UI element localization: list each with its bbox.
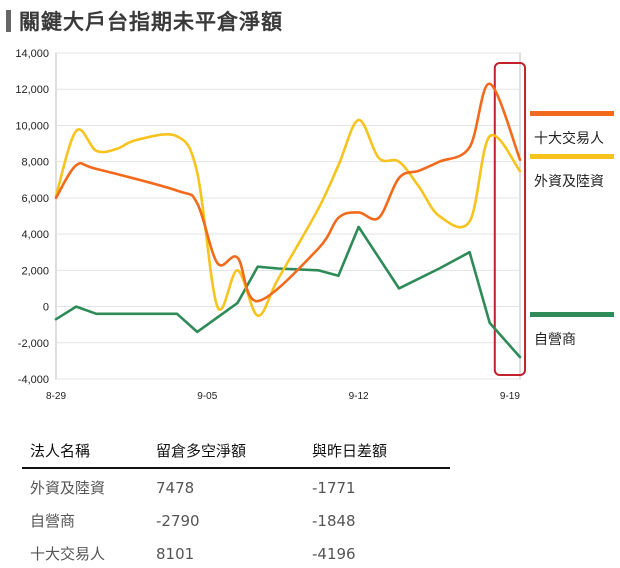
cell-institution: 自營商 <box>30 512 76 530</box>
chart-title: 關鍵大戶台指期未平倉淨額 <box>19 10 283 34</box>
legend-swatch <box>530 154 614 159</box>
y-tick-label: 14,000 <box>15 48 49 60</box>
header-net-position: 留倉多空淨額 <box>148 436 304 469</box>
x-tick-label: 8-29 <box>46 391 66 402</box>
table-row: 自營商 -2790 -1848 <box>22 502 450 535</box>
line-chart: -4,000 -2,000 0 2,000 4,000 6,000 8,000 10,000 1… <box>15 48 614 402</box>
series-lines <box>54 82 522 359</box>
cell-net-position: 8101 <box>156 544 195 563</box>
summary-table: 法人名稱 留倉多空淨額 與昨日差額 外資及陸資 7478 -1771 自營商 -… <box>22 436 450 568</box>
highlight-box <box>493 62 527 376</box>
series-line-2 <box>54 118 522 317</box>
title-accent-bar <box>6 10 11 32</box>
legend-label: 自營商 <box>534 332 576 348</box>
plot-frame <box>55 52 521 380</box>
y-tick-label: 2,000 <box>21 265 49 277</box>
y-tick-label: 8,000 <box>21 157 49 169</box>
y-tick-label: 10,000 <box>15 120 49 132</box>
y-tick-label: 4,000 <box>21 229 49 241</box>
table-row: 外資及陸資 7478 -1771 <box>22 468 450 502</box>
cell-institution: 十大交易人 <box>30 545 106 563</box>
series-line-3 <box>54 225 522 359</box>
header-institution: 法人名稱 <box>22 436 148 469</box>
axis-labels: -4,000 -2,000 0 2,000 4,000 6,000 8,000 10,000 1… <box>15 48 520 402</box>
y-tick-label: 0 <box>43 302 49 314</box>
legend-label: 十大交易人 <box>534 130 604 147</box>
highlight-layer <box>493 62 527 376</box>
y-tick-label: -2,000 <box>18 338 49 350</box>
x-tick-label: 9-12 <box>349 391 369 402</box>
cell-daily-change: -1848 <box>312 511 356 530</box>
legend-swatch <box>530 312 614 317</box>
table-row: 十大交易人 8101 -4196 <box>22 535 450 568</box>
cell-net-position: 7478 <box>156 478 195 497</box>
cell-daily-change: -4196 <box>312 544 356 563</box>
cell-institution: 外資及陸資 <box>30 479 106 497</box>
y-tick-label: -4,000 <box>18 374 49 386</box>
y-tick-label: 6,000 <box>21 193 49 205</box>
cell-net-position: -2790 <box>156 511 200 530</box>
cell-daily-change: -1771 <box>312 478 356 497</box>
legend-swatch <box>530 111 614 116</box>
grid-lines <box>55 52 521 380</box>
title-area: 關鍵大戶台指期未平倉淨額 <box>6 6 283 36</box>
header-daily-change: 與昨日差額 <box>304 436 450 469</box>
legend-label: 外資及陸資 <box>534 174 604 190</box>
table-header-row: 法人名稱 留倉多空淨額 與昨日差額 <box>22 436 450 469</box>
x-tick-label: 9-05 <box>197 391 217 402</box>
series-line-1 <box>54 82 522 303</box>
x-tick-label: 9-19 <box>500 391 520 402</box>
y-tick-label: 12,000 <box>15 84 49 96</box>
